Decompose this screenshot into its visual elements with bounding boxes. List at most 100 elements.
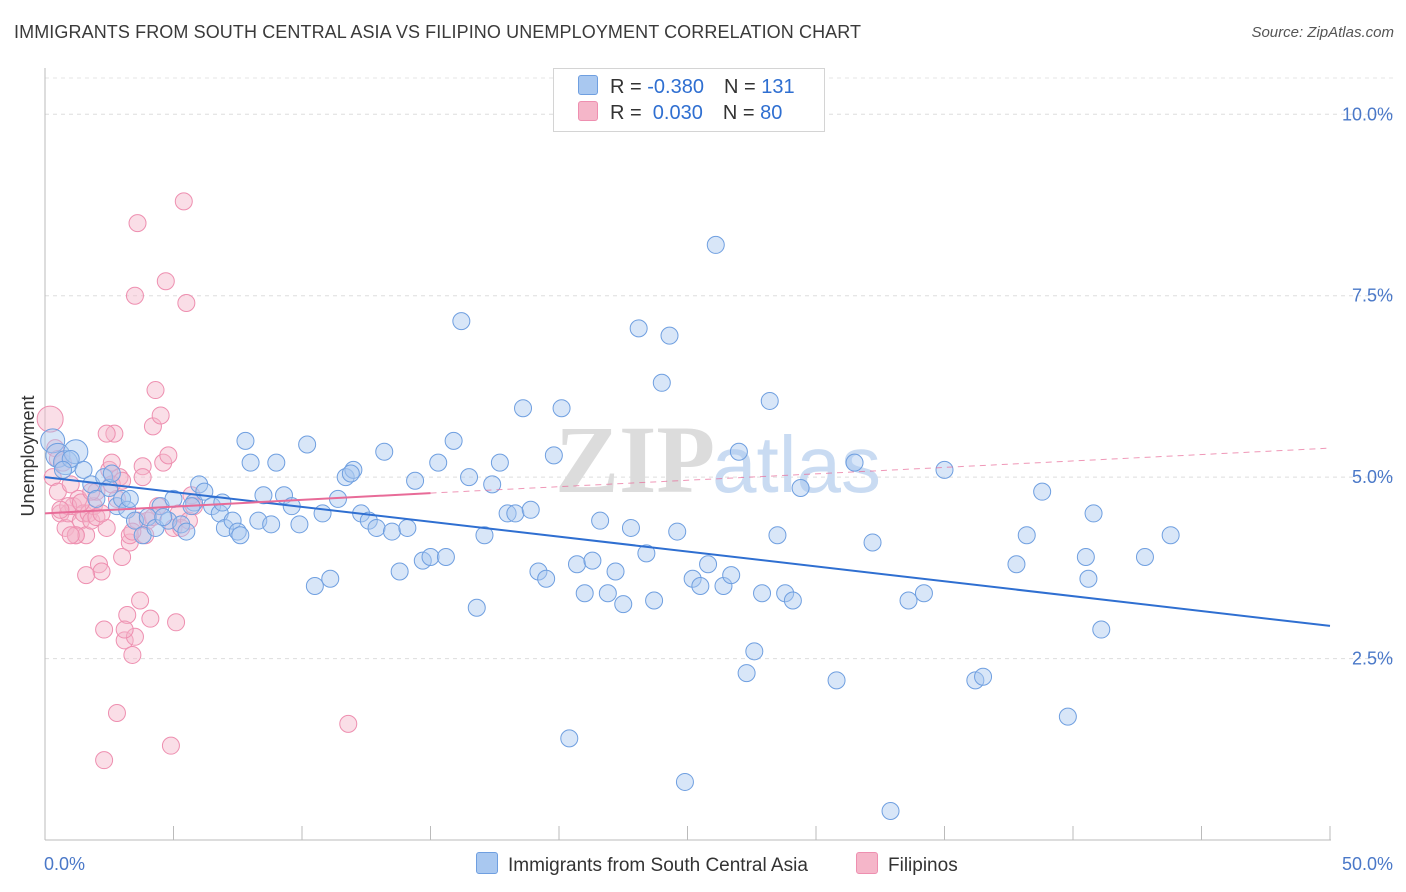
- south-central-asia-point: [706, 235, 725, 254]
- bottom-legend-label-blue: Immigrants from South Central Asia: [508, 855, 808, 876]
- south-central-asia-point: [552, 399, 571, 418]
- legend-row-pink: R = 0.030 N = 80: [578, 101, 782, 127]
- south-central-asia-point: [544, 446, 563, 465]
- legend-n-label: N =: [723, 76, 762, 98]
- south-central-asia-point: [645, 591, 664, 610]
- legend-r-label: R =: [610, 76, 648, 98]
- filipino-point: [133, 457, 152, 476]
- trend-line-pink-extension: [430, 447, 1331, 494]
- watermark-atlas: atlas: [712, 420, 881, 509]
- south-central-asia-point: [483, 475, 502, 494]
- filipino-point: [125, 286, 144, 305]
- filipino-point: [177, 293, 196, 312]
- legend-swatch-blue: [578, 75, 598, 95]
- filipino-point: [61, 526, 80, 545]
- filipino-point: [167, 613, 186, 632]
- filipino-point: [95, 620, 114, 639]
- legend-swatch-pink: [578, 101, 598, 121]
- south-central-asia-point: [367, 518, 386, 537]
- south-central-asia-point: [262, 515, 281, 534]
- filipino-point: [128, 214, 147, 233]
- south-central-asia-point: [791, 479, 810, 498]
- south-central-asia-point: [421, 547, 440, 566]
- south-central-asia-point: [675, 772, 694, 791]
- south-central-asia-point: [899, 591, 918, 610]
- legend-row-blue: R = -0.380 N = 131: [578, 75, 795, 101]
- south-central-asia-point: [1007, 555, 1026, 574]
- south-central-asia-point: [737, 664, 756, 683]
- filipino-point: [105, 424, 124, 443]
- south-central-asia-point: [120, 489, 139, 508]
- filipino-point: [151, 406, 170, 425]
- bottom-legend-swatch-pink: [856, 852, 878, 874]
- chart-title: IMMIGRANTS FROM SOUTH CENTRAL ASIA VS FI…: [14, 22, 862, 42]
- south-central-asia-point: [429, 453, 448, 472]
- south-central-asia-point: [827, 671, 846, 690]
- filipino-point: [113, 547, 132, 566]
- filipino-point: [161, 736, 180, 755]
- south-central-asia-point: [760, 391, 779, 410]
- south-central-asia-point: [467, 598, 486, 617]
- filipino-point: [92, 562, 111, 581]
- south-central-asia-point: [290, 515, 309, 534]
- south-central-asia-point: [359, 511, 378, 530]
- south-central-asia-point: [74, 460, 93, 479]
- filipino-point: [87, 508, 106, 527]
- watermark: ZIP atlas: [555, 406, 881, 513]
- gridlines: [45, 77, 1395, 660]
- south-central-asia-point: [102, 464, 121, 483]
- y-tick-label: 2.5%: [1352, 649, 1393, 669]
- series-blue-points: [40, 235, 1180, 820]
- south-central-asia-point: [629, 319, 648, 338]
- south-central-asia-point: [177, 522, 196, 541]
- south-central-asia-point: [652, 373, 671, 392]
- south-central-asia-point: [529, 562, 548, 581]
- south-central-asia-point: [341, 464, 360, 483]
- filipino-point: [97, 424, 116, 443]
- filipino-point: [92, 504, 111, 523]
- south-central-asia-point: [298, 435, 317, 454]
- bottom-legend-blue: Immigrants from South Central Asia: [476, 852, 808, 878]
- filipino-point: [156, 272, 175, 291]
- south-central-asia-point: [845, 453, 864, 472]
- legend-r-value: -0.380: [647, 76, 704, 98]
- south-central-asia-point: [321, 569, 340, 588]
- south-central-asia-point: [753, 584, 772, 603]
- south-central-asia-point: [974, 667, 993, 686]
- south-central-asia-point: [1076, 547, 1095, 566]
- filipino-point: [141, 609, 160, 628]
- south-central-asia-point: [598, 584, 617, 603]
- south-central-asia-point: [521, 500, 540, 519]
- filipino-point: [118, 606, 137, 625]
- legend-n-value: 131: [761, 76, 795, 98]
- south-central-asia-point: [729, 442, 748, 461]
- south-central-asia-point: [691, 577, 710, 595]
- south-central-asia-point: [498, 504, 517, 523]
- south-central-asia-point: [382, 522, 401, 541]
- bottom-legend-pink: Filipinos: [856, 852, 958, 878]
- trend-line-pink: [44, 492, 431, 515]
- south-central-asia-point: [1135, 547, 1154, 566]
- filipino-point: [102, 453, 121, 472]
- south-central-asia-point: [1092, 620, 1111, 639]
- south-central-asia-point: [223, 511, 242, 530]
- south-central-asia-point: [87, 489, 106, 508]
- south-central-asia-point: [231, 526, 250, 545]
- chart-source: Source: ZipAtlas.com: [1251, 24, 1394, 41]
- south-central-asia-point: [683, 569, 702, 588]
- filipino-point: [115, 631, 134, 650]
- filipino-point: [133, 468, 152, 487]
- filipino-point: [131, 591, 150, 610]
- south-central-asia-point: [452, 312, 471, 331]
- x-tick-label: 50.0%: [1342, 854, 1393, 874]
- filipino-point: [89, 555, 108, 574]
- south-central-asia-point: [583, 551, 602, 570]
- south-central-asia-point: [406, 471, 425, 490]
- south-central-asia-point: [313, 504, 332, 523]
- filipino-point: [107, 704, 126, 722]
- filipino-point: [95, 751, 114, 770]
- south-central-asia-point: [776, 584, 795, 603]
- y-tick-label: 7.5%: [1352, 286, 1393, 306]
- south-central-asia-point: [1161, 526, 1180, 545]
- bottom-legend-label-pink: Filipinos: [888, 855, 958, 876]
